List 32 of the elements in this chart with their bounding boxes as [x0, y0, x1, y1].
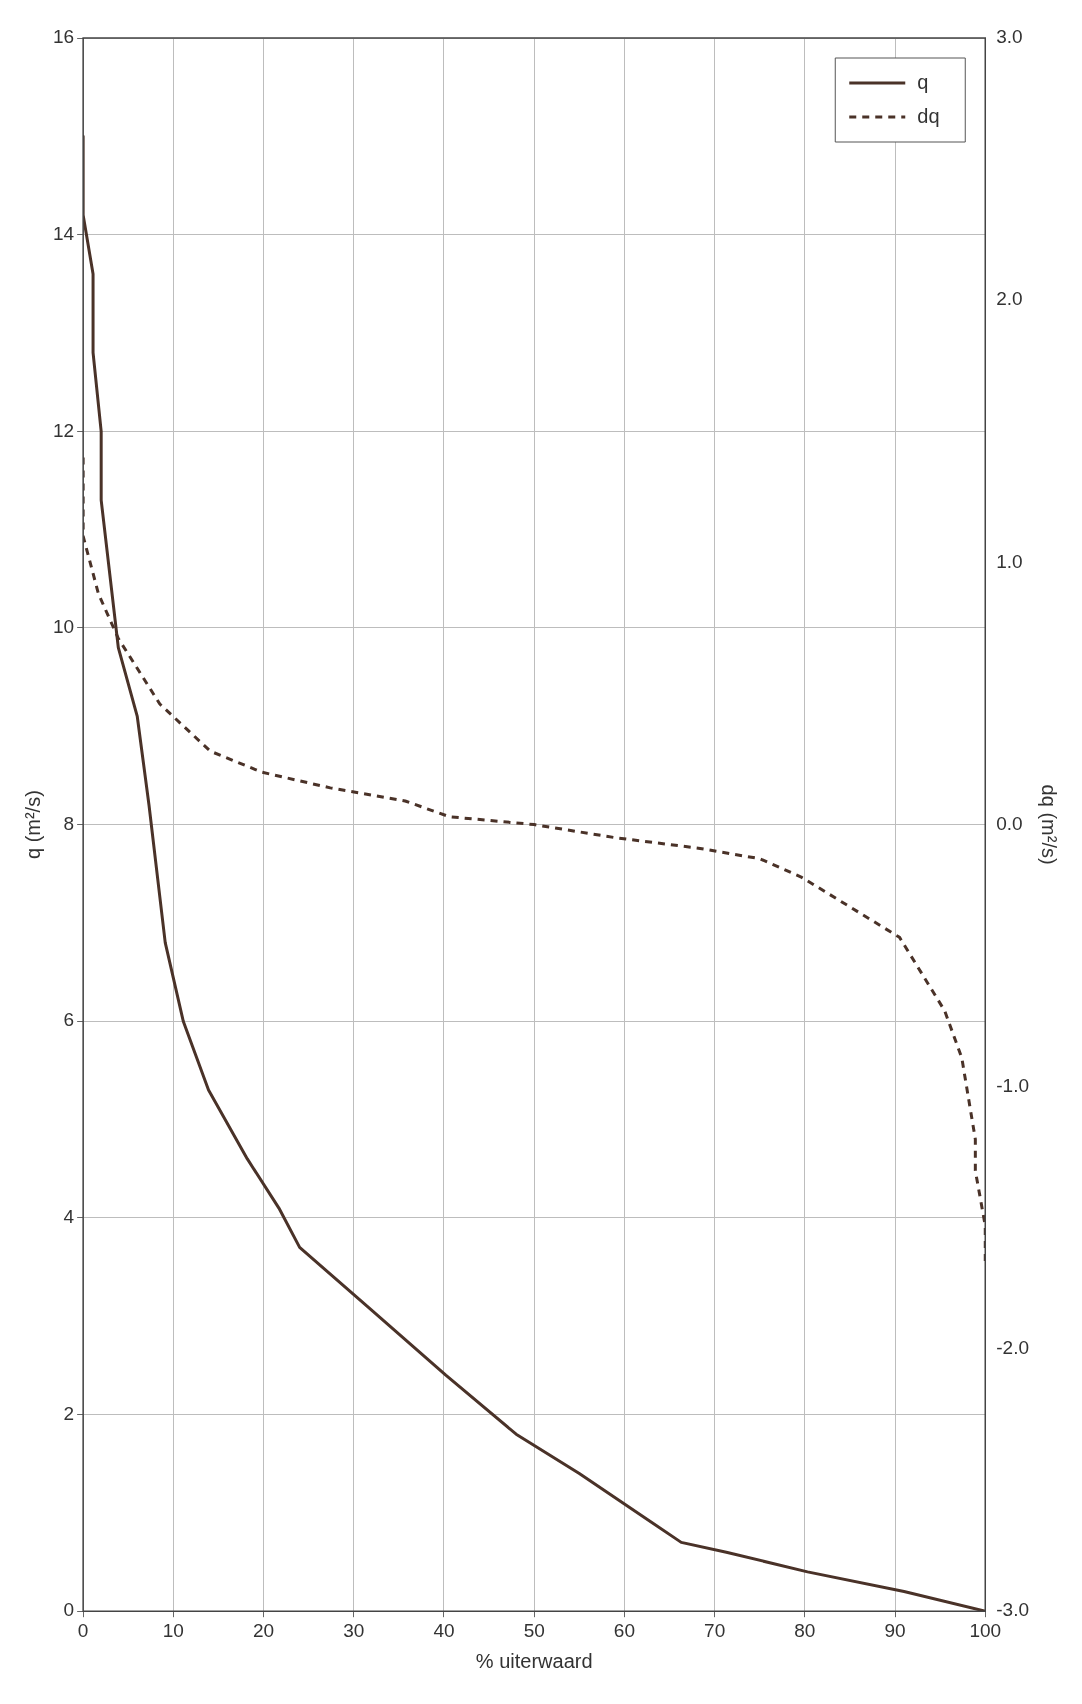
legend-label: q — [917, 70, 929, 93]
y-tick-label: 16 — [52, 26, 75, 48]
y2-tick-label: -1.0 — [996, 1075, 1030, 1097]
y-tick-label: 10 — [52, 616, 75, 638]
x-tick-label: 60 — [613, 1619, 635, 1641]
y-axis-title: q (m²/s) — [21, 790, 44, 860]
y-tick-label: 12 — [52, 419, 75, 441]
y2-tick-label: 3.0 — [996, 26, 1023, 48]
y-tick-label: 6 — [63, 1009, 75, 1031]
x-tick-label: 0 — [77, 1619, 89, 1641]
y2-axis-title: dq (m²/s) — [1038, 784, 1061, 865]
x-tick-label: 30 — [343, 1619, 365, 1641]
y2-tick-label: 2.0 — [996, 288, 1023, 310]
x-tick-label: 70 — [704, 1619, 726, 1641]
x-tick-label: 10 — [162, 1619, 184, 1641]
y2-tick-label: 1.0 — [996, 550, 1023, 572]
y-tick-label: 14 — [52, 222, 75, 244]
x-axis-title: % uiterwaard — [475, 1649, 593, 1672]
y-tick-label: 0 — [63, 1599, 75, 1621]
y-tick-label: 8 — [63, 812, 75, 834]
y-tick-label: 2 — [63, 1402, 75, 1424]
legend-label: dq — [917, 104, 940, 127]
x-tick-label: 50 — [523, 1619, 545, 1641]
x-tick-label: 80 — [794, 1619, 816, 1641]
x-tick-label: 40 — [433, 1619, 455, 1641]
x-tick-label: 90 — [884, 1619, 906, 1641]
x-tick-label: 20 — [252, 1619, 275, 1641]
y-tick-label: 4 — [63, 1206, 75, 1228]
y2-tick-label: -2.0 — [996, 1337, 1030, 1359]
y2-tick-label: -3.0 — [996, 1599, 1030, 1621]
x-tick-label: 100 — [969, 1619, 1002, 1641]
y2-tick-label: 0.0 — [996, 812, 1023, 834]
